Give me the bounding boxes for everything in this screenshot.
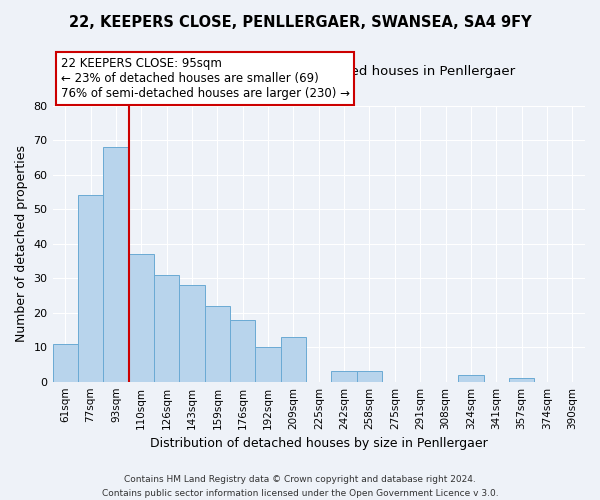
X-axis label: Distribution of detached houses by size in Penllergaer: Distribution of detached houses by size … xyxy=(150,437,488,450)
Bar xyxy=(205,306,230,382)
Bar xyxy=(281,337,306,382)
Bar xyxy=(103,147,128,382)
Bar xyxy=(458,375,484,382)
Bar xyxy=(128,254,154,382)
Text: 22, KEEPERS CLOSE, PENLLERGAER, SWANSEA, SA4 9FY: 22, KEEPERS CLOSE, PENLLERGAER, SWANSEA,… xyxy=(68,15,532,30)
Bar xyxy=(78,196,103,382)
Bar xyxy=(256,347,281,382)
Bar xyxy=(509,378,534,382)
Bar xyxy=(357,372,382,382)
Text: Contains HM Land Registry data © Crown copyright and database right 2024.
Contai: Contains HM Land Registry data © Crown c… xyxy=(101,476,499,498)
Text: 22 KEEPERS CLOSE: 95sqm
← 23% of detached houses are smaller (69)
76% of semi-de: 22 KEEPERS CLOSE: 95sqm ← 23% of detache… xyxy=(61,57,350,100)
Y-axis label: Number of detached properties: Number of detached properties xyxy=(15,145,28,342)
Bar xyxy=(53,344,78,382)
Bar xyxy=(331,372,357,382)
Bar xyxy=(230,320,256,382)
Title: Size of property relative to detached houses in Penllergaer: Size of property relative to detached ho… xyxy=(122,65,515,78)
Bar xyxy=(154,274,179,382)
Bar xyxy=(179,285,205,382)
